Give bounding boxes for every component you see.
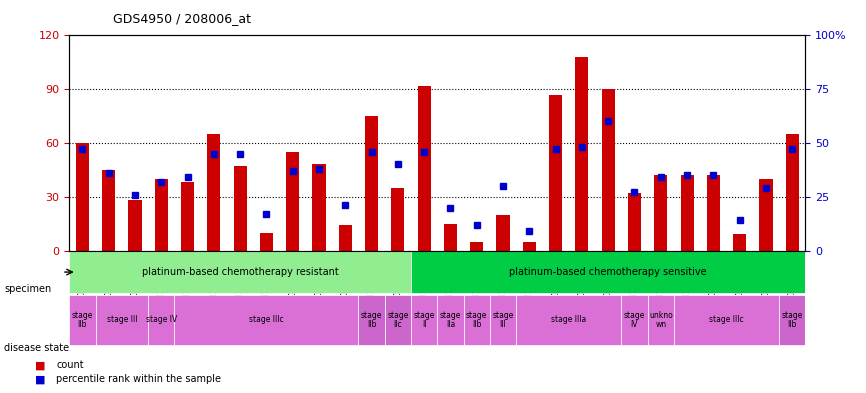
FancyBboxPatch shape bbox=[411, 295, 437, 345]
Bar bbox=[496, 215, 509, 251]
Bar bbox=[207, 134, 221, 251]
Bar bbox=[102, 170, 115, 251]
FancyBboxPatch shape bbox=[385, 295, 411, 345]
Text: stage
II: stage II bbox=[413, 311, 435, 329]
Bar bbox=[128, 200, 141, 251]
FancyBboxPatch shape bbox=[779, 295, 805, 345]
Bar bbox=[76, 143, 89, 251]
Text: unkno
wn: unkno wn bbox=[649, 311, 673, 329]
FancyBboxPatch shape bbox=[490, 295, 516, 345]
FancyBboxPatch shape bbox=[95, 295, 148, 345]
Bar bbox=[339, 226, 352, 251]
Text: stage
III: stage III bbox=[493, 311, 514, 329]
Bar bbox=[654, 175, 668, 251]
Bar bbox=[681, 175, 694, 251]
Text: ■: ■ bbox=[35, 374, 45, 384]
Text: stage IIIa: stage IIIa bbox=[551, 315, 586, 324]
Text: stage
IIb: stage IIb bbox=[72, 311, 94, 329]
Text: count: count bbox=[56, 360, 84, 371]
Bar bbox=[234, 166, 247, 251]
Text: stage IIIc: stage IIIc bbox=[249, 315, 284, 324]
FancyBboxPatch shape bbox=[463, 295, 490, 345]
Bar bbox=[286, 152, 300, 251]
Bar bbox=[417, 86, 430, 251]
Bar bbox=[628, 193, 641, 251]
FancyBboxPatch shape bbox=[622, 295, 648, 345]
Text: GDS4950 / 208006_at: GDS4950 / 208006_at bbox=[113, 12, 250, 25]
Bar bbox=[470, 242, 483, 251]
Bar bbox=[181, 182, 194, 251]
FancyBboxPatch shape bbox=[516, 295, 622, 345]
Bar bbox=[759, 179, 772, 251]
FancyBboxPatch shape bbox=[674, 295, 779, 345]
Text: percentile rank within the sample: percentile rank within the sample bbox=[56, 374, 222, 384]
Bar bbox=[785, 134, 798, 251]
Text: ■: ■ bbox=[35, 360, 45, 371]
FancyBboxPatch shape bbox=[648, 295, 674, 345]
Text: stage IIIc: stage IIIc bbox=[709, 315, 744, 324]
Text: stage IV: stage IV bbox=[145, 315, 177, 324]
FancyBboxPatch shape bbox=[411, 252, 805, 293]
Text: stage
IIb: stage IIb bbox=[361, 311, 382, 329]
Text: specimen: specimen bbox=[4, 284, 52, 294]
Text: platinum-based chemotherapy resistant: platinum-based chemotherapy resistant bbox=[142, 267, 339, 277]
Text: stage
IV: stage IV bbox=[624, 311, 645, 329]
Bar bbox=[155, 179, 168, 251]
FancyBboxPatch shape bbox=[437, 295, 463, 345]
Bar bbox=[707, 175, 720, 251]
Text: stage
IIc: stage IIc bbox=[387, 311, 409, 329]
Text: stage
IIa: stage IIa bbox=[440, 311, 462, 329]
Bar bbox=[734, 234, 746, 251]
Bar bbox=[549, 95, 562, 251]
Bar bbox=[602, 89, 615, 251]
Text: stage
IIb: stage IIb bbox=[466, 311, 488, 329]
Bar bbox=[444, 224, 457, 251]
Text: platinum-based chemotherapy sensitive: platinum-based chemotherapy sensitive bbox=[509, 267, 707, 277]
FancyBboxPatch shape bbox=[69, 295, 95, 345]
Bar bbox=[365, 116, 378, 251]
Bar bbox=[260, 233, 273, 251]
FancyBboxPatch shape bbox=[359, 295, 385, 345]
Bar bbox=[391, 188, 404, 251]
Bar bbox=[523, 242, 536, 251]
FancyBboxPatch shape bbox=[69, 252, 411, 293]
FancyBboxPatch shape bbox=[174, 295, 359, 345]
Text: stage
IIb: stage IIb bbox=[781, 311, 803, 329]
Text: disease state: disease state bbox=[4, 343, 69, 353]
FancyBboxPatch shape bbox=[148, 295, 174, 345]
Bar bbox=[575, 57, 589, 251]
Bar bbox=[313, 165, 326, 251]
Text: stage III: stage III bbox=[107, 315, 137, 324]
